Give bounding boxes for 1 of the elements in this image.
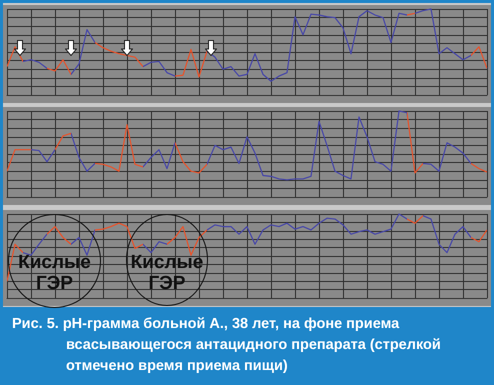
text: Рис. 5. pH-грамма больной А., 38 лет, на фоне приема всасывающегося антацидного препарата (стрелкой отмечено время приема пищи) xyxy=(12,315,442,376)
